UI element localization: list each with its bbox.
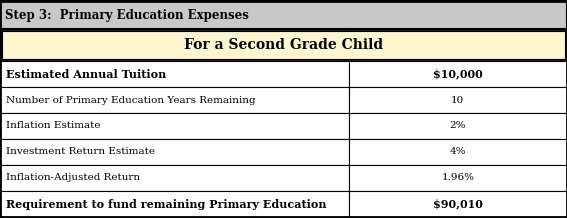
Text: Number of Primary Education Years Remaining: Number of Primary Education Years Remain…	[6, 95, 256, 104]
Bar	[349, 113, 567, 139]
Bar	[0, 61, 349, 87]
Text: 4%: 4%	[450, 148, 466, 157]
Text: 1.96%: 1.96%	[441, 174, 475, 182]
Text: Step 3:  Primary Education Expenses: Step 3: Primary Education Expenses	[5, 9, 249, 22]
Text: For a Second Grade Child: For a Second Grade Child	[184, 38, 383, 52]
Text: $90,010: $90,010	[433, 199, 483, 209]
Bar	[349, 191, 567, 217]
Text: 2%: 2%	[450, 121, 466, 131]
Bar	[2, 31, 565, 59]
Bar	[0, 139, 349, 165]
Text: Investment Return Estimate: Investment Return Estimate	[6, 148, 155, 157]
Bar	[0, 1, 567, 29]
Text: 10: 10	[451, 95, 464, 104]
Bar	[349, 165, 567, 191]
Bar	[0, 113, 349, 139]
Text: Estimated Annual Tuition: Estimated Annual Tuition	[6, 68, 166, 80]
Bar	[0, 165, 349, 191]
Text: Inflation Estimate: Inflation Estimate	[6, 121, 100, 131]
Bar	[349, 87, 567, 113]
Bar	[0, 29, 567, 61]
Text: Requirement to fund remaining Primary Education: Requirement to fund remaining Primary Ed…	[6, 199, 327, 209]
Text: $10,000: $10,000	[433, 68, 483, 80]
Bar	[0, 191, 349, 217]
Bar	[0, 87, 349, 113]
Text: Inflation-Adjusted Return: Inflation-Adjusted Return	[6, 174, 140, 182]
Bar	[349, 61, 567, 87]
Bar	[349, 139, 567, 165]
